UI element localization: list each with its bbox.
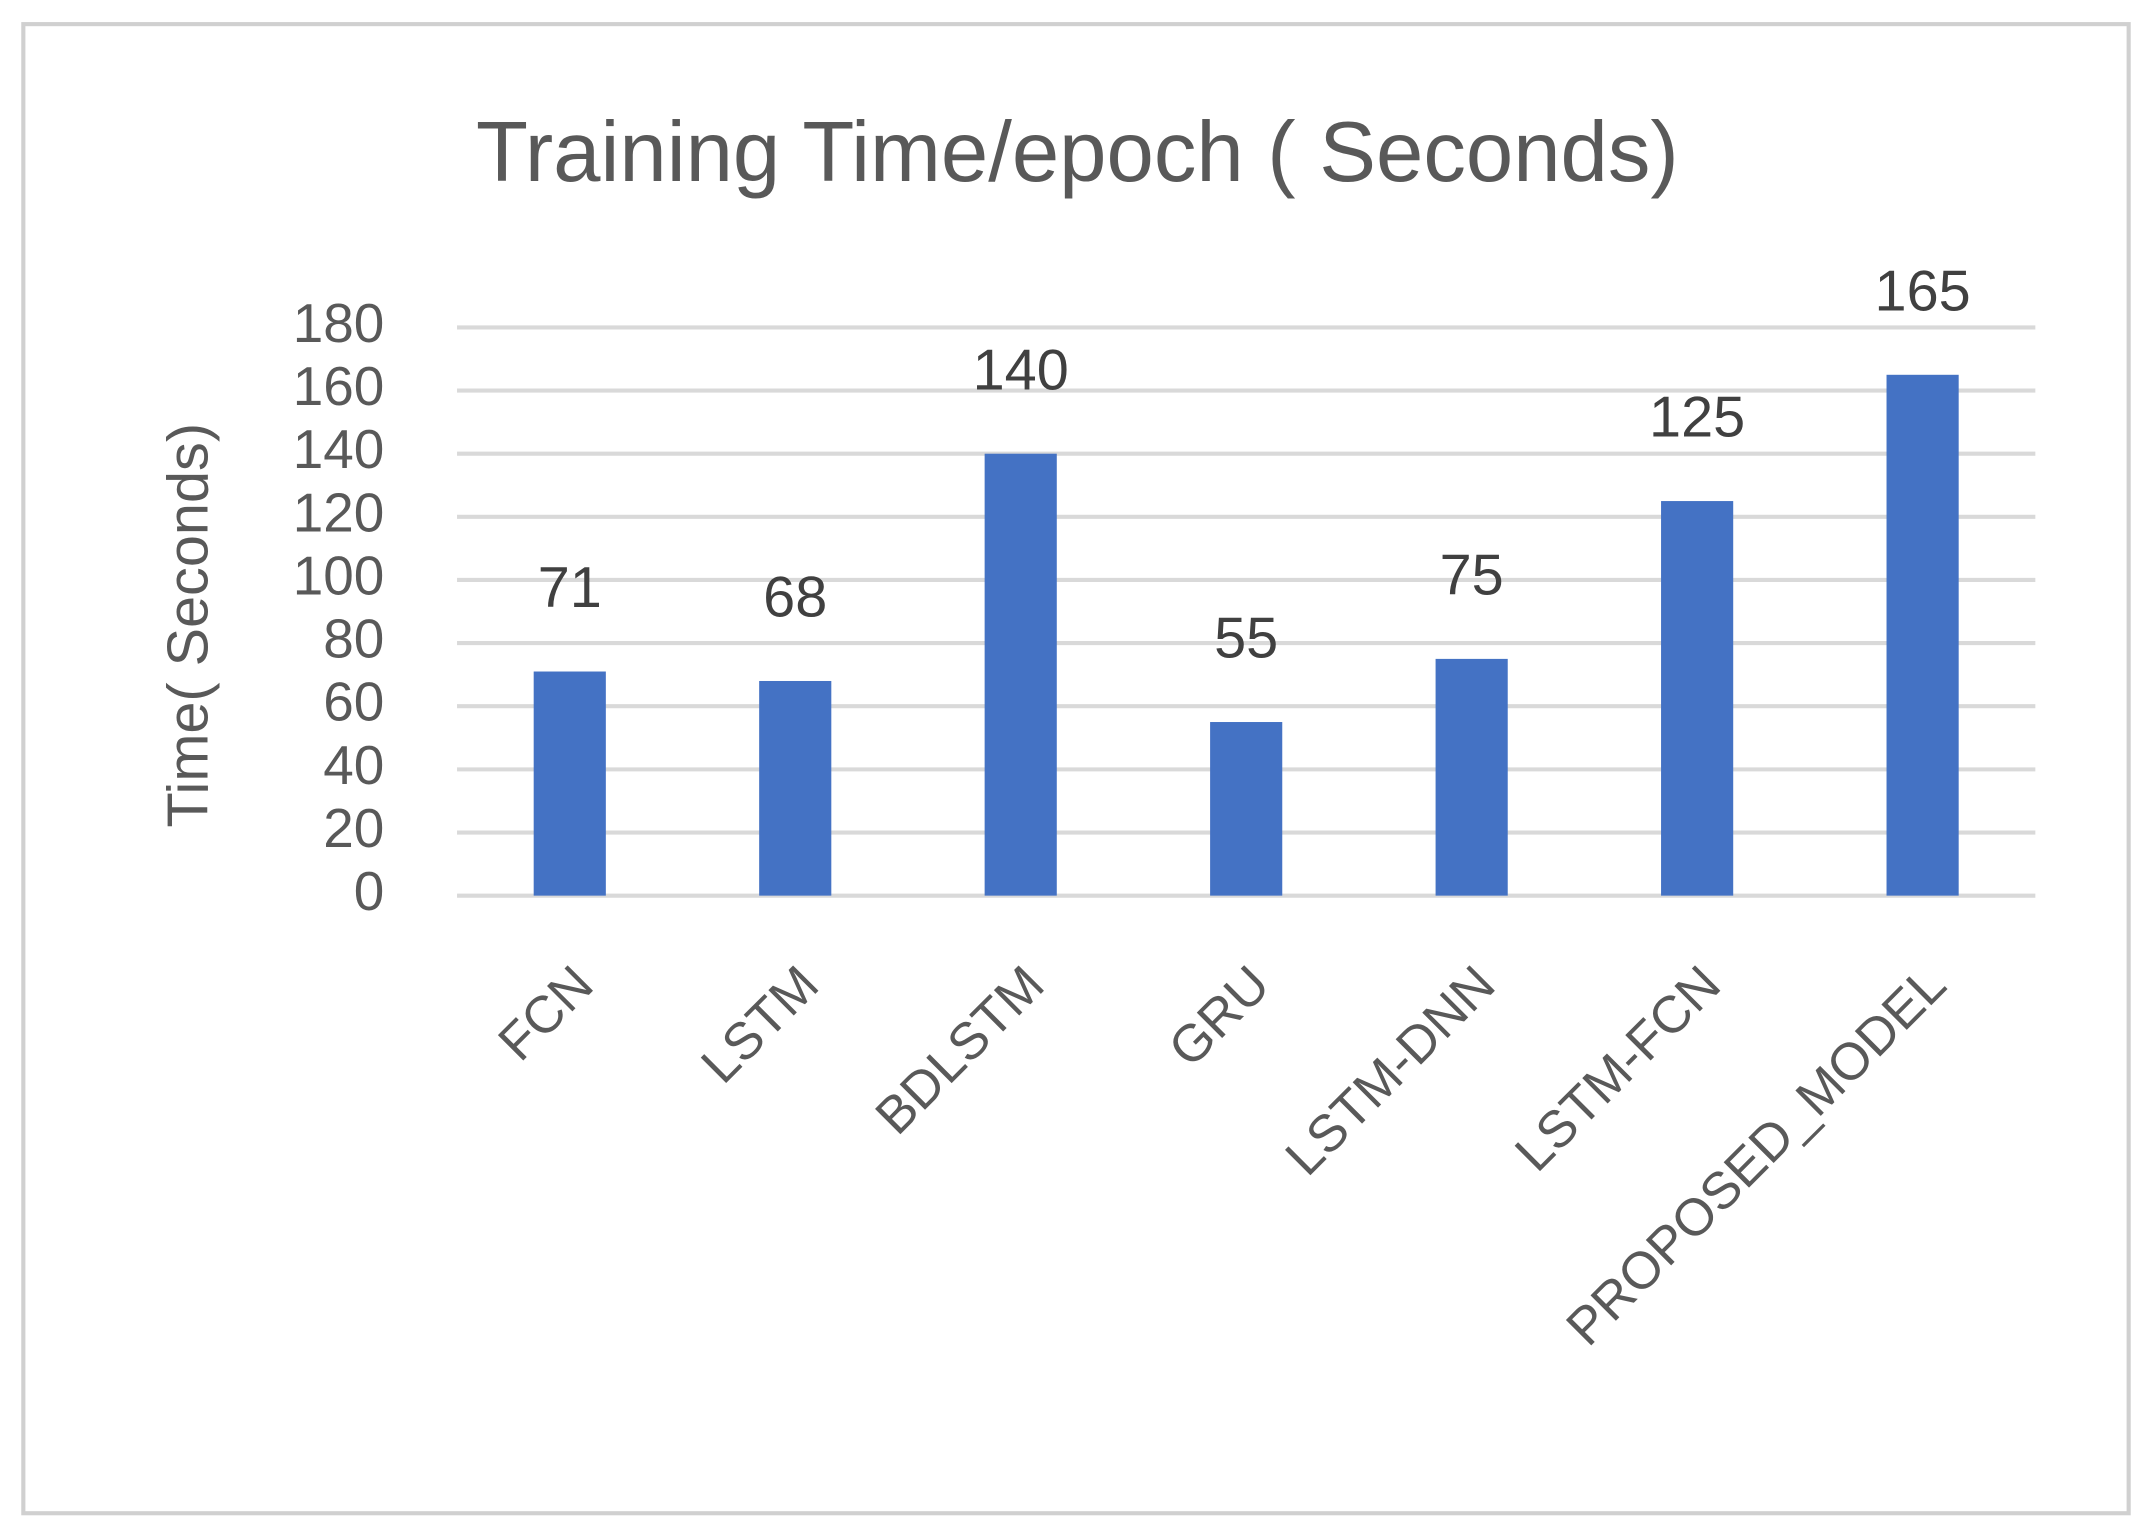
y-tick-label: 20 (323, 797, 384, 859)
y-tick-label: 180 (293, 292, 385, 354)
bar (533, 671, 606, 896)
y-tick-label: 0 (354, 860, 385, 922)
data-label: 71 (538, 556, 602, 620)
y-tick-label: 100 (293, 544, 385, 606)
data-label: 140 (973, 338, 1069, 402)
y-tick-label: 140 (293, 418, 385, 480)
data-label: 125 (1649, 386, 1745, 450)
y-tick-label: 60 (323, 671, 384, 733)
bar (1661, 501, 1734, 896)
bar (759, 680, 832, 896)
chart-title: Training Time/epoch ( Seconds) (476, 105, 1679, 200)
data-label: 68 (763, 566, 827, 630)
data-label: 75 (1440, 544, 1504, 608)
y-axis-title: Time( Seconds) (156, 423, 220, 828)
data-label: 55 (1214, 607, 1278, 671)
y-tick-label: 160 (293, 355, 385, 417)
bar (1435, 658, 1508, 896)
y-tick-label: 120 (293, 481, 385, 543)
bar (984, 453, 1057, 896)
bar (1886, 374, 1959, 896)
y-tick-label: 40 (323, 734, 384, 796)
bar (1210, 722, 1283, 896)
y-tick-label: 80 (323, 608, 384, 670)
data-label: 165 (1875, 259, 1971, 323)
